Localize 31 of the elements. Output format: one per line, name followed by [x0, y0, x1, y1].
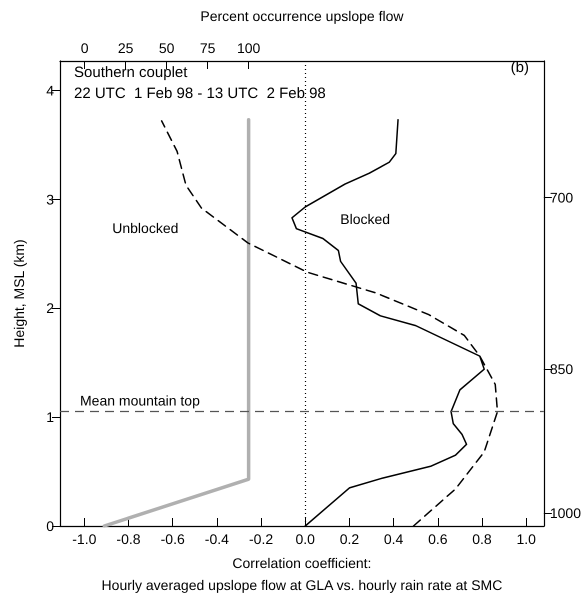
- y-tick-label: 4: [46, 82, 54, 98]
- x2-tick-label: 0: [80, 40, 89, 56]
- y-axis-title: Height, MSL (km): [11, 239, 27, 348]
- x-tick-label: -0.6: [160, 531, 185, 547]
- x-tick-label: 0.2: [340, 531, 360, 547]
- text: 22 UTC 1 Feb 98 - 13 UTC 2 Feb 98: [74, 85, 326, 102]
- x2-axis-title: Percent occurrence upslope flow: [200, 8, 404, 24]
- x-tick-label: 1.0: [516, 531, 536, 547]
- x2-tick-label: 25: [118, 40, 134, 56]
- x-axis-title: Correlation coefficient: Hourly averaged upslope flow at GLA vs. hourly rain rate at SMC: [102, 555, 502, 593]
- x-tick-label: -0.4: [204, 531, 230, 547]
- x2-tick-label: 50: [158, 40, 175, 56]
- ref-line-label: Mean mountain top: [80, 392, 200, 409]
- y2-tick-label: 850: [550, 361, 574, 378]
- chart-title: Southern couplet: [74, 64, 188, 81]
- series-label: Unblocked: [112, 220, 178, 236]
- y-tick-label: 2: [46, 300, 54, 316]
- x-tick-label: 0.0: [296, 531, 316, 547]
- y2-tick-label: 1000: [550, 504, 582, 521]
- x-tick-label: -0.2: [248, 531, 274, 547]
- x-tick-label: 0.8: [472, 531, 492, 547]
- y2-tick-label: 700: [550, 189, 574, 206]
- series-label: Blocked: [340, 210, 390, 227]
- x-tick-label: -0.8: [116, 531, 141, 547]
- y-tick-label: 1: [46, 409, 54, 426]
- x-tick-label: -1.0: [72, 531, 97, 547]
- x2-tick-label: 75: [200, 40, 216, 56]
- x-tick-label: 0.4: [384, 531, 404, 547]
- x-tick-label: 0.6: [428, 531, 448, 547]
- x2-tick-label: 100: [236, 40, 261, 56]
- y-tick-label: 3: [46, 191, 54, 208]
